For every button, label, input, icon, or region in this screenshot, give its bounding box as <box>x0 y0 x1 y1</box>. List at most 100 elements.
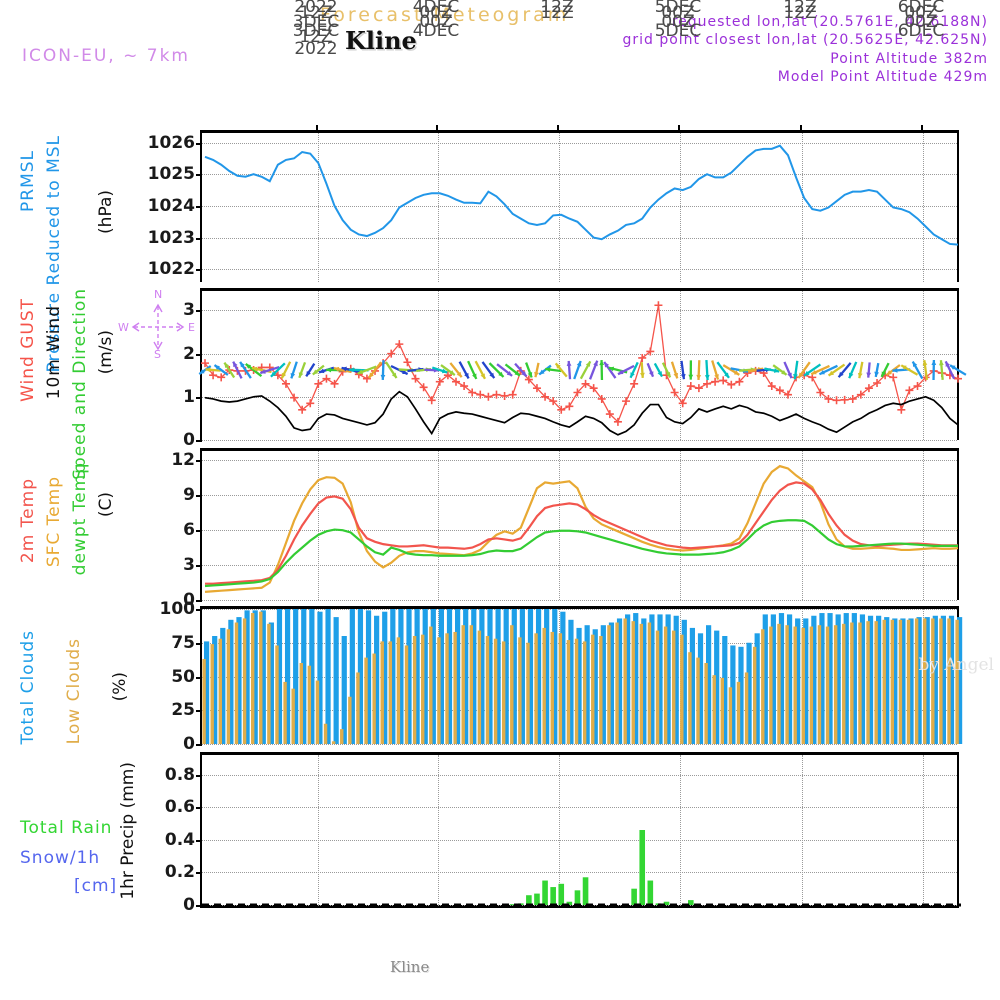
axis-unit-percent: (%) <box>110 672 130 702</box>
wind-gridline-v-1 <box>438 291 439 440</box>
wind-direction-arrow <box>213 364 229 376</box>
wind-gridline-h-1 <box>202 396 957 398</box>
wind-gust-marker <box>719 376 728 385</box>
wind-direction-arrow <box>367 361 383 379</box>
wind-direction-arrow <box>803 363 822 377</box>
cloud-bar-low <box>542 627 546 744</box>
prmsl-gridline-h-1 <box>202 237 957 239</box>
temp-ytick-label-0: 0 <box>183 590 195 610</box>
prmsl-ytick-mark-3 <box>196 174 202 177</box>
cloud-bar-low <box>599 636 603 744</box>
wind-gridline-v-4 <box>802 291 803 440</box>
temp-ytick-mark-3 <box>196 495 202 498</box>
wind-direction-arrow <box>588 360 599 380</box>
cloud-bar-total <box>268 622 274 744</box>
wind-direction-arrow <box>514 362 528 378</box>
cloud-bar-low <box>809 626 814 744</box>
wind-direction-arrow <box>534 362 540 378</box>
precip-gridline-v-2 <box>559 755 560 905</box>
cloud-bar-total <box>527 609 534 744</box>
wind-direction-arrow <box>646 362 655 378</box>
wind-direction-arrow <box>880 362 890 378</box>
wind-direction-arrow <box>764 367 780 373</box>
wind-gust-marker <box>508 390 517 399</box>
wind-gridline-v-0 <box>318 291 319 440</box>
wind-gust-marker <box>362 374 371 383</box>
clouds-ytick-label-3: 75 <box>171 632 195 653</box>
cloud-bar-total <box>365 610 372 744</box>
cloud-bar-total <box>900 618 906 744</box>
prmsl-gridline-v-2 <box>559 133 560 282</box>
wind-gust-marker <box>532 384 541 393</box>
cloud-bar-low <box>550 631 554 744</box>
temp-ytick-mark-1 <box>196 565 202 568</box>
cloud-bar-low <box>842 623 846 744</box>
prmsl-ytick-label-1: 1023 <box>147 227 195 248</box>
precip-bar-rain <box>542 880 548 905</box>
wind-gust-marker <box>638 353 647 362</box>
top-time-axis: 2022 3DEC 12Z 4DEC 00Z 12Z 5DEC 00Z 12Z 6DEC 00Z <box>0 0 1000 46</box>
axis-unit-ms: (m/s) <box>96 330 116 375</box>
wind-direction-arrow <box>579 360 592 380</box>
precip-ytick-mark-4 <box>196 774 202 777</box>
cloud-bar-low <box>404 645 409 744</box>
wind-gust-marker <box>670 388 679 397</box>
temp-ytick-label-1: 3 <box>183 555 195 576</box>
wind-gust-line <box>204 305 959 424</box>
cloud-bar-low <box>234 622 239 744</box>
cloud-bar-total <box>560 611 566 744</box>
panel-prmsl: 1022 1023 1024 1025 1026 <box>148 130 959 282</box>
wind-gridline-h-3 <box>202 310 957 312</box>
wind-direction-arrow <box>911 360 924 380</box>
cloud-bar-total <box>390 609 396 744</box>
cloud-bar-total <box>924 617 930 744</box>
prmsl-gridline-h-2 <box>202 205 957 207</box>
cloud-bar-total <box>819 613 825 744</box>
prmsl-ytick-mark-4 <box>196 142 202 145</box>
compass-west: W <box>118 321 129 334</box>
temp-plot <box>204 464 959 593</box>
cloud-bar-total <box>276 609 283 744</box>
cloud-bar-low <box>898 619 903 744</box>
cloud-bar-total <box>252 610 258 744</box>
temp-gridline-v-2 <box>559 451 560 600</box>
wind-gust-marker <box>330 379 339 388</box>
wind-gust-marker <box>549 397 558 406</box>
wind-direction-arrow <box>239 361 252 379</box>
compass-icon <box>131 303 185 351</box>
cloud-bar-low <box>518 637 522 744</box>
wind-gust-marker <box>524 375 533 384</box>
temp-gridline-h-3 <box>202 495 957 497</box>
wind-direction-arrow <box>357 365 377 375</box>
wind-gust-marker <box>557 405 566 414</box>
cloud-bar-total <box>446 609 453 744</box>
wind-gust-marker <box>460 382 469 391</box>
top-tick-mark-1 <box>436 125 438 131</box>
axis-label-dewpt-temp: dewpt Temp <box>70 462 90 576</box>
cloud-bar-total <box>835 614 841 744</box>
wind-direction-arrow <box>670 361 679 379</box>
cloud-bar-total <box>382 611 388 744</box>
clouds-ytick-mark-0 <box>196 744 202 746</box>
prmsl-ytick-mark-2 <box>196 205 202 208</box>
cloud-bar-low <box>380 641 384 744</box>
top-tick-mark-0 <box>316 125 318 131</box>
wind-ytick-mark-3 <box>196 310 202 313</box>
axis-label-wind-gust: Wind GUST <box>18 298 38 402</box>
cloud-bar-total <box>374 615 380 744</box>
prmsl-gridline-v-5 <box>923 133 924 282</box>
precip-bar-rain <box>566 901 573 905</box>
wind-gust-marker <box>290 393 299 402</box>
wind-gust-marker <box>298 405 307 414</box>
temp-gridline-v-1 <box>438 451 439 600</box>
cloud-bar-low <box>267 623 271 744</box>
wind-gust-marker <box>306 399 315 408</box>
cloud-bar-low <box>437 637 441 744</box>
cloud-bar-low <box>259 611 263 744</box>
cloud-bar-low <box>591 634 595 744</box>
wind-10m-line <box>204 390 959 436</box>
precip-ytick-mark-1 <box>196 872 202 875</box>
top-axis-tick-4: 12Z <box>783 0 817 17</box>
wind-gust-marker <box>613 417 622 426</box>
wind-gust-marker <box>443 371 452 380</box>
